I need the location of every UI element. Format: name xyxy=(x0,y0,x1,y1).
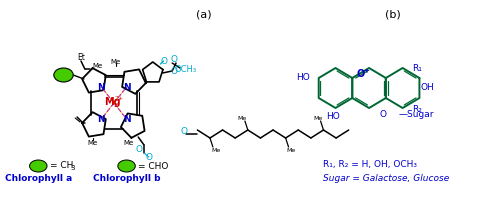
Text: +: + xyxy=(363,67,369,73)
Text: Mg: Mg xyxy=(104,97,120,107)
Ellipse shape xyxy=(54,69,73,83)
Text: Me: Me xyxy=(313,116,322,121)
Text: OCH₃: OCH₃ xyxy=(174,65,197,74)
Text: O: O xyxy=(180,126,188,135)
Text: —Sugar: —Sugar xyxy=(398,109,434,118)
Text: (a): (a) xyxy=(196,9,212,19)
Text: Me: Me xyxy=(238,116,246,121)
Text: O: O xyxy=(146,153,152,162)
Text: Me: Me xyxy=(211,148,220,153)
Text: N: N xyxy=(98,83,105,92)
Text: HO: HO xyxy=(326,112,340,121)
Text: R₁, R₂ = H, OH, OCH₃: R₁, R₂ = H, OH, OCH₃ xyxy=(324,160,418,169)
Text: 2+: 2+ xyxy=(114,96,124,101)
Text: O: O xyxy=(161,57,168,66)
Text: HO: HO xyxy=(296,72,310,81)
Text: 3: 3 xyxy=(70,164,75,170)
Text: Chlorophyll b: Chlorophyll b xyxy=(93,174,160,183)
Text: Chlorophyll a: Chlorophyll a xyxy=(4,174,72,183)
Text: O: O xyxy=(379,109,386,118)
Text: Me: Me xyxy=(124,139,134,145)
Text: Me: Me xyxy=(111,59,121,65)
Text: Me: Me xyxy=(88,139,98,145)
Text: O: O xyxy=(170,55,177,64)
Text: R: R xyxy=(34,161,42,171)
Text: O: O xyxy=(170,66,177,75)
Text: R₂: R₂ xyxy=(412,104,422,113)
Text: R: R xyxy=(123,161,130,171)
Text: = CHO: = CHO xyxy=(138,162,168,171)
Text: Me: Me xyxy=(92,63,102,69)
Text: = CH: = CH xyxy=(50,161,74,170)
Ellipse shape xyxy=(118,160,136,172)
Text: N: N xyxy=(98,115,105,124)
Ellipse shape xyxy=(30,160,47,172)
Text: Sugar = Galactose, Glucose: Sugar = Galactose, Glucose xyxy=(324,174,450,183)
Text: R₁: R₁ xyxy=(412,64,422,73)
Text: Me: Me xyxy=(287,148,296,153)
Text: OH: OH xyxy=(421,82,434,91)
Text: Et: Et xyxy=(77,53,85,62)
Text: N: N xyxy=(123,83,130,92)
Text: O: O xyxy=(136,145,142,154)
Text: N: N xyxy=(123,115,130,124)
Text: (b): (b) xyxy=(386,9,401,19)
Text: O: O xyxy=(356,68,364,78)
Text: R: R xyxy=(60,71,68,81)
